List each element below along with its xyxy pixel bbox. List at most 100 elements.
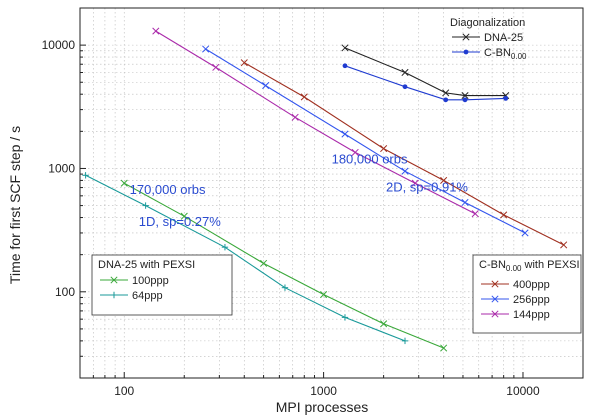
- legend-label: 400ppp: [513, 279, 550, 291]
- legend-swatch-marker: [491, 295, 499, 303]
- legend-swatch-marker: [110, 276, 118, 284]
- data-point-dna-64ppp: [281, 284, 289, 291]
- series-line-dna-64ppp: [85, 174, 406, 342]
- data-point-dna-64ppp: [221, 243, 229, 251]
- data-point-cbn-256ppp: [401, 167, 409, 175]
- data-point-cbn-144ppp: [411, 179, 419, 187]
- data-point-cbn-256ppp: [521, 229, 529, 237]
- legend-cbn-entry-2: 144ppp: [481, 309, 550, 321]
- data-point-diag-dna: [341, 44, 349, 52]
- series-dna-64ppp: [82, 172, 409, 345]
- legend-label: C-BN0.00: [484, 47, 527, 61]
- y-tick-label: 10000: [42, 38, 76, 52]
- legend-cbn-title-main: C-BN: [479, 259, 506, 271]
- data-point-cbn-256ppp: [341, 130, 349, 138]
- data-point-cbn-400ppp: [380, 145, 388, 153]
- y-tick-label: 1000: [48, 161, 75, 175]
- series-line-cbn-400ppp: [244, 62, 564, 246]
- x-tick-label: 1000: [310, 384, 337, 398]
- data-point-dna-64ppp: [401, 337, 409, 345]
- legend-dna-pexsi: DNA-25 with PEXSI 100ppp 64ppp: [91, 254, 233, 316]
- data-point-diag-cbn: [402, 84, 408, 90]
- data-point-dna-64ppp: [142, 202, 149, 209]
- legend-cbn-box: [472, 254, 582, 334]
- data-point-diag-cbn: [503, 95, 509, 101]
- data-point-cbn-144ppp: [212, 63, 220, 71]
- data-point-diag-dna: [401, 68, 409, 77]
- legend-label-main: DNA-25: [484, 32, 523, 44]
- series-cbn-256ppp: [202, 45, 529, 237]
- annotations: 180,000 orbs 2D, sp=0.91% 170,000 orbs 1D, …: [130, 151, 469, 229]
- legend-swatch-marker: [462, 33, 470, 41]
- y-tick-label: 100: [55, 285, 75, 299]
- data-point-diag-cbn: [443, 97, 449, 103]
- legend-cbn-entry-0: 400ppp: [481, 279, 550, 291]
- data-point-diag-dna: [461, 92, 469, 100]
- legend-swatch-marker: [110, 291, 118, 299]
- series-line-cbn-256ppp: [205, 48, 526, 234]
- data-point-cbn-400ppp: [240, 59, 248, 67]
- legend-swatch-marker: [463, 49, 469, 55]
- data-point-cbn-256ppp: [461, 198, 469, 207]
- legend-swatch-marker: [491, 310, 499, 318]
- legend-cbn-pexsi: C-BN0.00 with PEXSI 400ppp 256ppp 144ppp: [472, 254, 582, 334]
- data-point-diag-cbn: [342, 63, 348, 69]
- legend-cbn-title-sub: 0.00: [506, 264, 522, 273]
- data-point-dna-100ppp: [120, 179, 128, 187]
- data-point-dna-100ppp: [320, 290, 328, 299]
- data-point-cbn-400ppp: [300, 93, 308, 101]
- legend-label: 144ppp: [513, 309, 550, 321]
- data-point-diag-dna: [442, 89, 450, 97]
- series-cbn-144ppp: [152, 27, 479, 218]
- legend-dna-entry-1: 64ppp: [100, 290, 163, 302]
- series-diag-cbn: [342, 63, 509, 103]
- legend-diagonalization: Diagonalization DNA-25 C-BN0.00: [450, 17, 527, 61]
- legend-label: DNA-25: [484, 32, 523, 44]
- data-point-dna-64ppp: [82, 172, 89, 179]
- series-dna-100ppp: [120, 179, 448, 352]
- data-point-dna-100ppp: [380, 320, 388, 328]
- legend-label: 256ppp: [513, 294, 550, 306]
- series-line-diag-dna: [344, 47, 506, 97]
- legend-cbn-entry-1: 256ppp: [481, 294, 550, 306]
- legend-label: 64ppp: [132, 290, 163, 302]
- legend-dna-box: [91, 254, 233, 316]
- legend-label-sub: 0.00: [511, 52, 527, 61]
- legend-cbn-title-rest: with PEXSI: [521, 259, 579, 271]
- series-layer: [82, 27, 568, 352]
- legend-label-main: 144ppp: [513, 309, 550, 321]
- legend-label-main: 400ppp: [513, 279, 550, 291]
- data-point-cbn-144ppp: [351, 148, 359, 156]
- legend-label-main: 64ppp: [132, 290, 163, 302]
- legend-label: 100ppp: [132, 275, 169, 287]
- data-point-dna-100ppp: [180, 212, 188, 220]
- x-tick-label: 10000: [506, 384, 540, 398]
- annotation-ann-2d: 2D, sp=0.91%: [386, 180, 468, 195]
- y-axis-label: Time for first SCF step / s: [7, 126, 23, 284]
- annotation-ann-170k: 170,000 orbs: [130, 182, 206, 197]
- series-line-dna-100ppp: [123, 182, 444, 349]
- ticks: 100 1000 10000 100 1000 10000: [42, 7, 584, 398]
- x-tick-label: 100: [114, 384, 134, 398]
- legend-dna-entry-0: 100ppp: [100, 275, 169, 287]
- data-point-cbn-256ppp: [202, 45, 210, 53]
- legend-label-main: 256ppp: [513, 294, 550, 306]
- series-cbn-400ppp: [240, 59, 568, 249]
- data-point-dna-100ppp: [440, 344, 448, 352]
- data-point-diag-cbn: [462, 97, 468, 103]
- data-point-cbn-400ppp: [560, 241, 568, 249]
- annotation-ann-180k: 180,000 orbs: [332, 151, 408, 166]
- data-point-dna-100ppp: [260, 259, 268, 267]
- legend-cbn-title: C-BN0.00 with PEXSI: [479, 259, 580, 273]
- legend-diag-title: Diagonalization: [450, 17, 525, 29]
- legend-swatch-marker: [491, 280, 499, 288]
- x-axis-label: MPI processes: [276, 399, 369, 415]
- data-point-cbn-400ppp: [440, 176, 448, 184]
- series-line-cbn-144ppp: [155, 30, 476, 215]
- legend-label-main: 100ppp: [132, 275, 169, 287]
- data-point-cbn-144ppp: [291, 113, 299, 121]
- data-point-cbn-144ppp: [471, 210, 479, 218]
- data-point-dna-64ppp: [341, 314, 349, 321]
- data-point-cbn-256ppp: [262, 82, 270, 90]
